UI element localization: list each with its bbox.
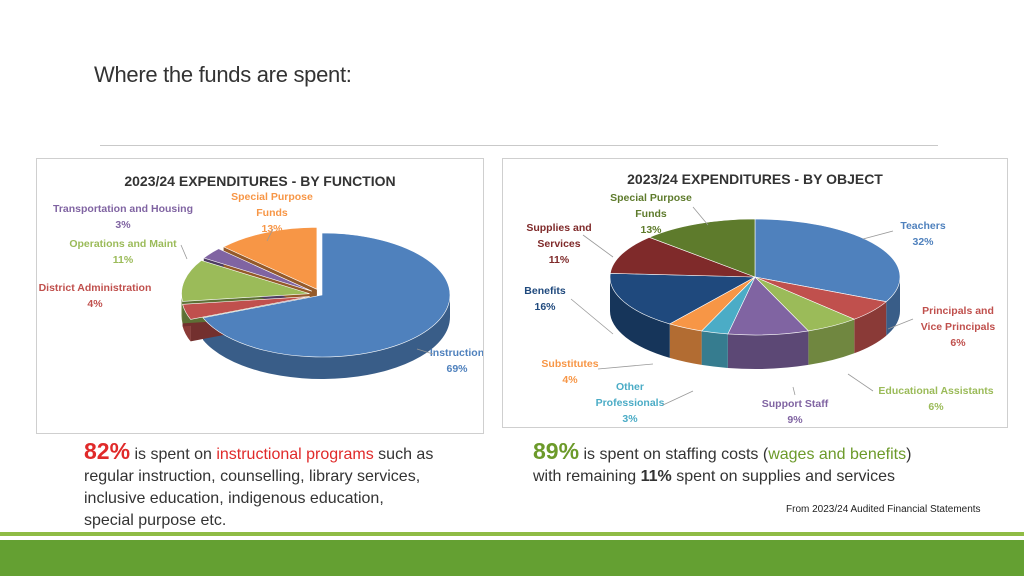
pie-value-transportation-and-housing: 3% [115, 219, 131, 231]
chart-by-object: 2023/24 EXPENDITURES - BY OBJECT Teacher… [502, 158, 1008, 428]
svg-text:Other: Other [616, 381, 644, 393]
svg-text:Professionals: Professionals [596, 397, 665, 409]
caption-instructional: 82% is spent on instructional programs s… [84, 440, 434, 532]
pie-wall-instruction [202, 295, 451, 379]
pie-label-operations-and-maint: Operations and Maint 11% [69, 238, 188, 266]
pie-slice-supplies-and-services [609, 236, 756, 278]
pie-value-support-staff: 9% [787, 414, 803, 426]
svg-text:Supplies and: Supplies and [526, 222, 591, 234]
svg-text:Instruction: Instruction [430, 347, 483, 359]
pie-label-instruction: Instruction 69% [416, 347, 483, 375]
pie-slice-instruction [202, 232, 451, 358]
svg-text:Support Staff: Support Staff [762, 398, 829, 410]
pie-value-principals-and-vice-principals: 6% [950, 337, 966, 349]
svg-text:Special Purpose: Special Purpose [610, 192, 692, 204]
pie-labels-by-function: Instruction 69% District Administration 4% O… [39, 191, 483, 375]
pie-slice-special-purpose-funds [222, 227, 318, 290]
instructional-percent: 82% [84, 438, 131, 464]
caption-left-text1: is spent on [130, 446, 217, 463]
pie-value-teachers: 32% [912, 236, 934, 248]
svg-text:District Administration: District Administration [39, 282, 152, 294]
pie-chart-by-function: 2023/24 EXPENDITURES - BY FUNCTION Instr… [39, 173, 483, 379]
svg-text:Principals and: Principals and [922, 305, 994, 317]
caption-right-text2: ) with remaining [533, 446, 912, 485]
svg-text:Funds: Funds [256, 207, 288, 219]
pie-value-other-professionals: 3% [622, 413, 638, 425]
pie-wall-educational-assistants [808, 319, 855, 365]
caption-left-highlight: instructional programs [216, 446, 374, 463]
pie-slice-special-purpose-funds [648, 218, 756, 278]
caption-right-bold: 11% [640, 468, 672, 485]
pie-wall-support-staff [727, 330, 809, 369]
svg-text:Educational Assistants: Educational Assistants [878, 385, 993, 397]
pie-label-support-staff: Support Staff 9% [762, 386, 829, 426]
pie-value-special-purpose-funds: 13% [261, 223, 283, 235]
svg-text:Substitutes: Substitutes [541, 358, 598, 370]
chart-title-by-function: 2023/24 EXPENDITURES - BY FUNCTION [124, 173, 395, 189]
pie-value-special-purpose-funds: 13% [640, 224, 662, 236]
caption-right-text3: spent on supplies and services [671, 468, 895, 485]
svg-text:Services: Services [537, 238, 580, 250]
pie-wall-teachers [886, 277, 900, 336]
slide-title: Where the funds are spent: [94, 62, 352, 87]
pie-label-supplies-and-services: Supplies and Services 11% [526, 222, 614, 266]
pie-value-operations-and-maint: 11% [113, 254, 134, 266]
pie-wall-benefits [610, 277, 670, 358]
pie-value-substitutes: 4% [562, 374, 578, 386]
pie-wall-principals-and-vice-principals [854, 301, 887, 354]
pie-label-principals-and-vice-principals: Principals and Vice Principals 6% [887, 305, 996, 349]
svg-text:Benefits: Benefits [524, 285, 566, 297]
pie-walls [610, 277, 900, 369]
chart-title-by-object: 2023/24 EXPENDITURES - BY OBJECT [627, 171, 883, 187]
svg-text:Teachers: Teachers [900, 220, 945, 232]
chart-by-function: 2023/24 EXPENDITURES - BY FUNCTION Instr… [36, 158, 484, 434]
footer-accent-line [0, 532, 1024, 536]
pie-label-teachers: Teachers 32% [862, 220, 946, 248]
pie-label-special-purpose-funds: Special Purpose Funds 13% [231, 191, 313, 242]
pie-wall-other-professionals [701, 330, 728, 368]
pie-wall-substitutes [669, 323, 702, 365]
pie-label-substitutes: Substitutes 4% [541, 358, 654, 386]
svg-text:Funds: Funds [635, 208, 667, 220]
pie-slices-by-object [609, 218, 901, 369]
pie-label-educational-assistants: Educational Assistants 6% [847, 373, 994, 413]
pie-label-other-professionals: Other Professionals 3% [596, 381, 694, 425]
pie-slice-transportation-and-housing [203, 248, 313, 292]
caption-right-text1: is spent on staffing costs ( [579, 446, 769, 463]
pie-slice-benefits [609, 273, 757, 325]
pie-label-district-administration: District Administration 4% [39, 282, 152, 310]
pie-chart-by-object: 2023/24 EXPENDITURES - BY OBJECT Teacher… [524, 171, 995, 426]
pie-slice-district-administration [182, 296, 310, 320]
pie-label-transportation-and-housing: Transportation and Housing 3% [53, 203, 193, 231]
caption-right-highlight: wages and benefits [768, 446, 907, 463]
pie-slice-operations-and-maint [181, 260, 310, 302]
pie-value-instruction: 69% [446, 363, 468, 375]
svg-text:Operations and Maint: Operations and Maint [69, 238, 177, 250]
staffing-percent: 89% [533, 438, 580, 464]
pie-value-district-administration: 4% [87, 298, 103, 310]
pie-slice-support-staff [727, 276, 810, 336]
pie-slices-by-function [181, 227, 451, 379]
source-note: From 2023/24 Audited Financial Statement… [786, 504, 981, 515]
pie-label-special-purpose-funds: Special Purpose Funds 13% [610, 192, 709, 236]
pie-slice-teachers [754, 218, 901, 303]
svg-text:Transportation and Housing: Transportation and Housing [53, 203, 193, 215]
pie-value-educational-assistants: 6% [928, 401, 944, 413]
pie-labels-by-object: Teachers 32% Principals and Vice Principals… [524, 192, 995, 426]
caption-staffing: 89% is spent on staffing costs (wages an… [533, 440, 925, 488]
caption-left-text2: such as regular instruction, counselling… [84, 446, 434, 529]
svg-text:Special Purpose: Special Purpose [231, 191, 313, 203]
pie-value-benefits: 16% [534, 301, 556, 313]
pie-value-supplies-and-services: 11% [549, 254, 570, 266]
svg-text:Vice Principals: Vice Principals [921, 321, 996, 333]
pie-label-benefits: Benefits 16% [524, 285, 614, 335]
title-divider [100, 145, 938, 146]
footer-bar [0, 540, 1024, 576]
